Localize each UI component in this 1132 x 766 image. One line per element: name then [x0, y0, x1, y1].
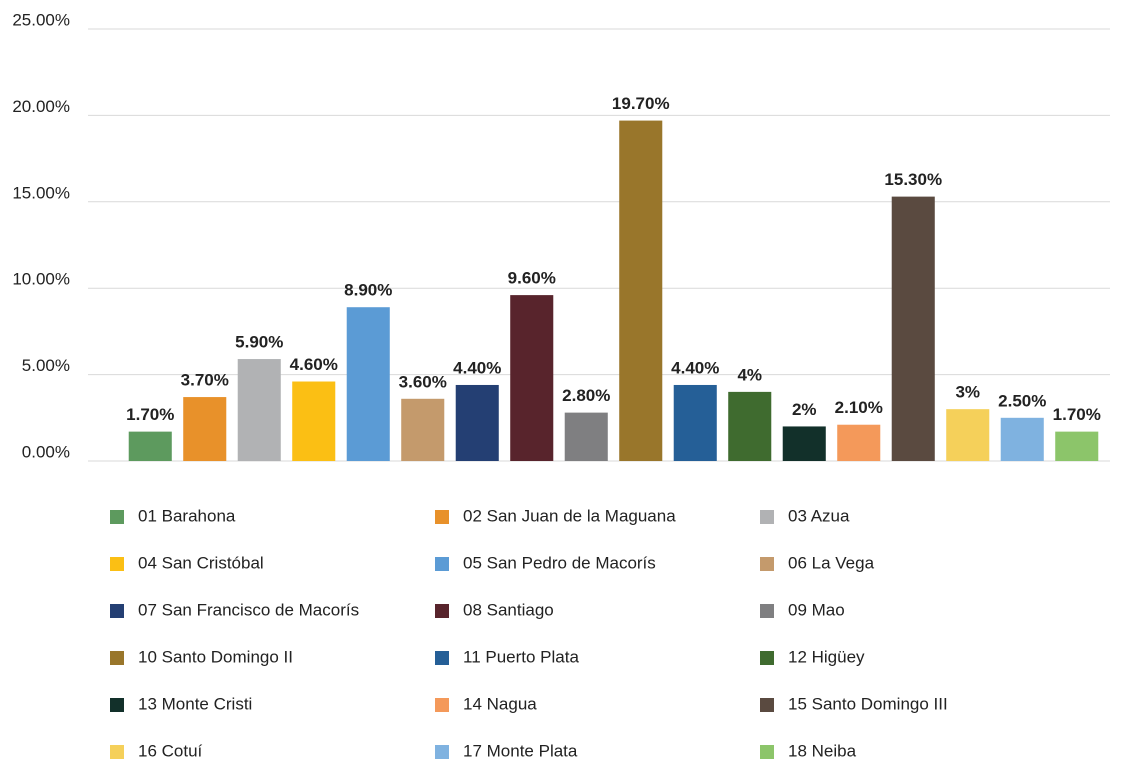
data-label: 1.70%: [1053, 405, 1101, 424]
bar: [837, 424, 881, 461]
legend-label: 11 Puerto Plata: [463, 647, 579, 666]
y-tick-label: 20.00%: [12, 97, 70, 116]
bar: [183, 397, 227, 461]
bar: [1000, 417, 1044, 461]
data-label: 4.40%: [671, 358, 719, 377]
bar: [237, 359, 281, 461]
bar: [401, 398, 445, 461]
bar: [346, 307, 390, 461]
y-tick-label: 10.00%: [12, 270, 70, 289]
legend-swatch: [110, 698, 124, 712]
data-label: 9.60%: [508, 269, 556, 288]
legend-label: 10 Santo Domingo II: [138, 647, 293, 666]
legend-swatch: [435, 557, 449, 571]
data-label: 3.70%: [181, 371, 229, 390]
legend-label: 04 San Cristóbal: [138, 553, 264, 572]
data-label: 3.60%: [399, 372, 447, 391]
bar: [946, 409, 990, 461]
y-tick-label: 0.00%: [22, 442, 70, 461]
data-label: 8.90%: [344, 281, 392, 300]
bar: [1055, 431, 1099, 461]
bar: [728, 391, 772, 461]
y-tick-label: 25.00%: [12, 10, 70, 29]
legend-swatch: [435, 510, 449, 524]
legend-label: 16 Cotuí: [138, 741, 203, 760]
bar: [782, 426, 826, 461]
bar: [673, 384, 717, 461]
data-label: 4.60%: [290, 355, 338, 374]
legend-label: 06 La Vega: [788, 553, 875, 572]
legend-swatch: [110, 557, 124, 571]
legend-swatch: [435, 604, 449, 618]
data-label: 2.10%: [835, 398, 883, 417]
legend-swatch: [110, 651, 124, 665]
legend-label: 08 Santiago: [463, 600, 554, 619]
data-label: 4.40%: [453, 358, 501, 377]
legend-label: 15 Santo Domingo III: [788, 694, 948, 713]
legend-label: 13 Monte Cristi: [138, 694, 252, 713]
legend-label: 01 Barahona: [138, 506, 236, 525]
y-tick-label: 15.00%: [12, 183, 70, 202]
legend-swatch: [760, 698, 774, 712]
legend-swatch: [760, 745, 774, 759]
legend-label: 05 San Pedro de Macorís: [463, 553, 656, 572]
bar: [455, 384, 499, 461]
bar: [510, 295, 554, 461]
legend-label: 17 Monte Plata: [463, 741, 578, 760]
legend-swatch: [435, 651, 449, 665]
data-label: 15.30%: [884, 170, 942, 189]
legend-swatch: [760, 651, 774, 665]
legend-label: 18 Neiba: [788, 741, 857, 760]
data-label: 3%: [955, 383, 980, 402]
data-label: 1.70%: [126, 405, 174, 424]
legend-label: 12 Higüey: [788, 647, 865, 666]
bar: [619, 120, 663, 462]
bar: [292, 381, 336, 461]
legend-swatch: [760, 510, 774, 524]
data-label: 4%: [737, 365, 762, 384]
legend-swatch: [760, 604, 774, 618]
legend-swatch: [110, 604, 124, 618]
y-tick-label: 5.00%: [22, 356, 70, 375]
legend-label: 14 Nagua: [463, 694, 537, 713]
legend-label: 02 San Juan de la Maguana: [463, 506, 676, 525]
legend-label: 07 San Francisco de Macorís: [138, 600, 359, 619]
data-label: 2%: [792, 400, 817, 419]
legend-swatch: [760, 557, 774, 571]
legend-label: 09 Mao: [788, 600, 845, 619]
legend-label: 03 Azua: [788, 506, 850, 525]
legend-swatch: [435, 698, 449, 712]
legend-swatch: [110, 510, 124, 524]
data-label: 2.50%: [998, 391, 1046, 410]
data-label: 19.70%: [612, 94, 670, 113]
legend-swatch: [435, 745, 449, 759]
data-label: 2.80%: [562, 386, 610, 405]
bar: [891, 196, 935, 461]
data-label: 5.90%: [235, 333, 283, 352]
legend-swatch: [110, 745, 124, 759]
bar: [564, 412, 608, 461]
bar: [128, 431, 172, 461]
